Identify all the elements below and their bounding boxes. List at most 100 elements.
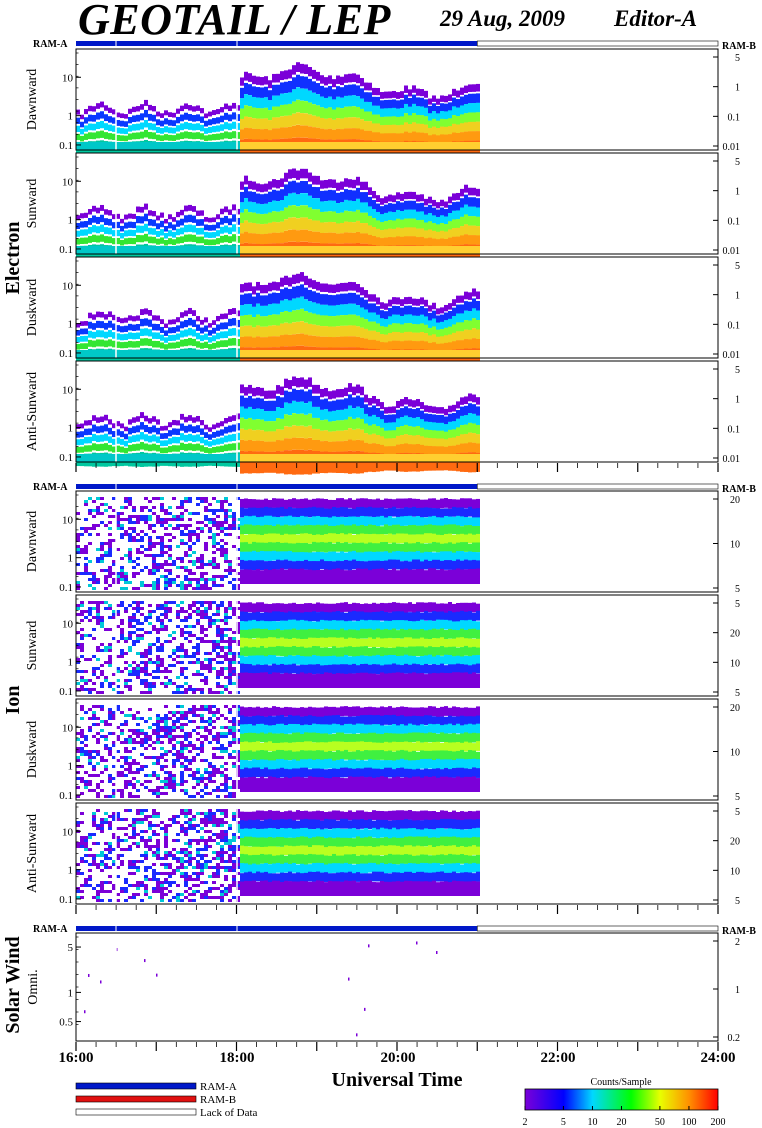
heatmap-cell <box>280 534 284 545</box>
heatmap-cell <box>120 601 124 604</box>
heatmap-cell <box>388 430 392 439</box>
heatmap-cell <box>108 545 112 548</box>
heatmap-cell <box>108 506 112 509</box>
heatmap-cell <box>452 210 456 220</box>
heatmap-cell <box>324 440 328 452</box>
heatmap-cell <box>476 508 480 518</box>
heatmap-cell <box>140 613 144 616</box>
heatmap-cell <box>276 73 280 83</box>
heatmap-cell <box>108 661 112 664</box>
heatmap-cell <box>432 406 436 414</box>
heatmap-cell <box>216 670 220 673</box>
heatmap-cell <box>120 527 124 530</box>
heatmap-cell <box>288 543 292 554</box>
heatmap-cell <box>252 327 256 338</box>
heatmap-cell <box>172 664 176 667</box>
heatmap-cell <box>360 212 364 224</box>
heatmap-cell <box>220 437 224 444</box>
heatmap-cell <box>116 333 120 340</box>
heatmap-cell <box>164 454 168 462</box>
heatmap-cell <box>156 119 160 126</box>
heatmap-cell <box>400 133 404 142</box>
heatmap-cell <box>176 325 180 332</box>
heatmap-cell <box>276 350 280 358</box>
heatmap-cell <box>236 616 240 619</box>
heatmap-cell <box>340 282 344 292</box>
heatmap-cell <box>468 206 472 217</box>
heatmap-cell <box>396 108 400 118</box>
heatmap-cell <box>224 634 228 637</box>
heatmap-cell <box>112 509 116 512</box>
heatmap-cell <box>136 610 140 613</box>
heatmap-cell <box>384 246 388 254</box>
heatmap-cell <box>272 106 276 118</box>
heatmap-cell <box>308 142 312 150</box>
heatmap-cell <box>432 134 436 143</box>
heatmap-cell <box>364 142 368 150</box>
heatmap-cell <box>216 619 220 622</box>
heatmap-cell <box>232 569 236 572</box>
heatmap-cell <box>156 315 160 321</box>
heatmap-cell <box>208 217 212 223</box>
heatmap-cell <box>88 209 92 215</box>
heatmap-cell <box>84 335 88 342</box>
heatmap-cell <box>404 314 408 324</box>
heatmap-cell <box>240 118 244 130</box>
heatmap-cell <box>320 507 324 518</box>
heatmap-cell <box>400 498 404 509</box>
heatmap-cell <box>220 667 224 670</box>
heatmap-cell <box>388 569 392 580</box>
heatmap-cell <box>140 661 144 664</box>
heatmap-cell <box>120 622 124 625</box>
heatmap-cell <box>240 108 244 119</box>
heatmap-cell <box>236 114 240 121</box>
heatmap-cell <box>244 82 248 95</box>
heatmap-cell <box>208 688 212 691</box>
heatmap-cell <box>212 224 216 231</box>
heatmap-cell <box>112 446 116 453</box>
heatmap-cell <box>204 325 208 332</box>
heatmap-cell <box>236 643 240 646</box>
heatmap-cell <box>220 545 224 548</box>
heatmap-cell <box>436 224 440 233</box>
heatmap-cell <box>460 123 464 133</box>
heatmap-cell <box>432 350 436 358</box>
heatmap-cell <box>332 578 336 584</box>
heatmap-cell <box>420 314 424 324</box>
heatmap-cell <box>224 607 228 610</box>
heatmap-cell <box>244 397 248 409</box>
heatmap-cell <box>128 634 132 637</box>
heatmap-cell <box>472 551 476 562</box>
heatmap-cell <box>428 429 432 439</box>
heatmap-cell <box>216 246 220 254</box>
heatmap-cell <box>332 326 336 338</box>
heatmap-cell <box>100 691 104 694</box>
heatmap-cell <box>320 611 324 622</box>
heatmap-cell <box>208 330 212 336</box>
heatmap-cell <box>168 430 172 437</box>
heatmap-cell <box>232 204 236 211</box>
heatmap-cell <box>192 551 196 554</box>
heatmap-cell <box>372 499 376 510</box>
heatmap-cell <box>204 239 208 246</box>
heatmap-cell <box>472 508 476 519</box>
heatmap-cell <box>324 524 328 535</box>
heatmap-cell <box>240 87 244 99</box>
heatmap-cell <box>128 221 132 228</box>
heatmap-cell <box>412 113 416 123</box>
heatmap-cell <box>164 134 168 141</box>
heatmap-cell <box>420 89 424 97</box>
heatmap-cell <box>148 515 152 518</box>
heatmap-cell <box>280 350 284 358</box>
heatmap-cell <box>420 499 424 510</box>
heatmap-cell <box>372 560 376 571</box>
heatmap-cell <box>148 219 152 226</box>
heatmap-cell <box>472 112 476 122</box>
heatmap-cell <box>92 628 96 631</box>
heatmap-cell <box>104 209 108 215</box>
heatmap-cell <box>412 417 416 427</box>
heatmap-cell <box>308 207 312 220</box>
heatmap-cell <box>276 180 280 189</box>
heatmap-cell <box>152 643 156 646</box>
heatmap-cell <box>148 643 152 646</box>
